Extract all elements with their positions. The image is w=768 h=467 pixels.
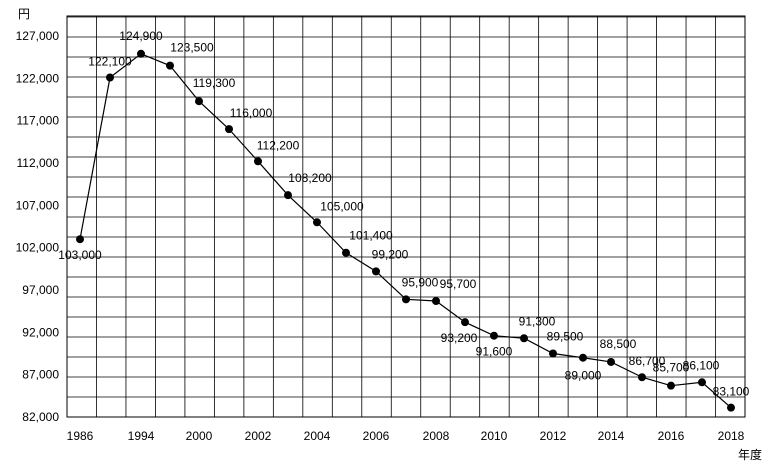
data-point [137,49,145,58]
x-tick-label: 2008 [423,429,450,443]
y-axis-ticks: 82,000 87,000 92,000 97,000 102,000 107,000 11… [16,29,60,424]
data-label: 89,500 [547,330,584,344]
y-tick-label: 122,000 [16,71,60,85]
data-point [520,334,528,343]
data-label: 88,500 [600,337,637,351]
data-point [195,97,203,106]
y-tick-label: 102,000 [16,241,60,255]
data-point [342,248,350,257]
data-label: 105,000 [320,199,364,213]
data-label: 91,300 [519,314,556,328]
data-point [284,191,292,200]
y-tick-label: 117,000 [17,114,60,128]
data-label: 95,900 [402,275,439,289]
x-tick-label: 2010 [481,429,508,443]
data-label: 86,700 [629,354,666,368]
data-point [166,61,174,70]
data-point [461,318,469,327]
data-label: 93,200 [441,331,478,345]
y-tick-label: 107,000 [16,198,60,212]
data-point [607,357,615,366]
data-point [225,125,233,134]
y-axis-unit-label: 円 [18,7,30,21]
data-point [254,157,262,166]
data-point [106,73,114,82]
data-label: 89,000 [565,369,602,383]
y-tick-label: 92,000 [22,325,59,339]
x-tick-label: 1994 [128,429,155,443]
x-tick-label: 2014 [598,429,625,443]
data-label: 95,700 [440,277,477,291]
y-tick-label: 127,000 [16,29,60,43]
data-point [313,218,321,227]
data-label: 85,700 [653,361,690,375]
x-tick-label: 2018 [718,429,745,443]
data-point [579,353,587,362]
data-label: 83,100 [713,385,750,399]
x-axis-unit-label: 年度 [738,447,762,462]
x-tick-label: 1986 [67,429,94,443]
data-point [638,373,646,382]
data-label: 101,400 [349,229,393,243]
y-tick-label: 87,000 [22,368,59,382]
data-label: 108,200 [288,171,332,185]
x-tick-label: 2000 [186,429,213,443]
x-tick-label: 2002 [245,429,272,443]
data-point [432,297,440,306]
y-tick-label: 82,000 [22,410,59,424]
data-point [727,403,735,412]
series-line [76,49,735,412]
data-point [372,267,380,276]
data-point [698,378,706,387]
plot-frame [66,15,746,418]
data-label: 91,600 [476,345,513,359]
data-label: 116,000 [230,106,273,120]
x-tick-label: 2006 [363,429,390,443]
data-point [402,295,410,304]
y-tick-label: 97,000 [22,283,59,297]
x-tick-label: 2012 [540,429,567,443]
data-labels: 103,000 122,100 124,900 123,500 119,300 116,0… [58,29,749,399]
data-label: 124,900 [119,29,163,43]
data-label: 119,300 [193,76,236,90]
data-label: 122,100 [88,54,132,68]
y-tick-label: 112,000 [17,156,60,170]
data-point [76,235,84,244]
data-point [549,349,557,358]
x-tick-label: 2016 [658,429,685,443]
data-label: 99,200 [372,247,409,261]
data-point [490,331,498,340]
data-point [667,381,675,390]
x-axis-ticks: 1986 1994 2000 2002 2004 2006 2008 2010 2012 2014… [67,429,745,443]
data-label: 112,200 [257,138,300,152]
x-tick-label: 2004 [304,429,331,443]
data-label: 123,500 [170,41,214,55]
data-label: 103,000 [58,248,102,262]
data-label: 86,100 [683,358,720,372]
